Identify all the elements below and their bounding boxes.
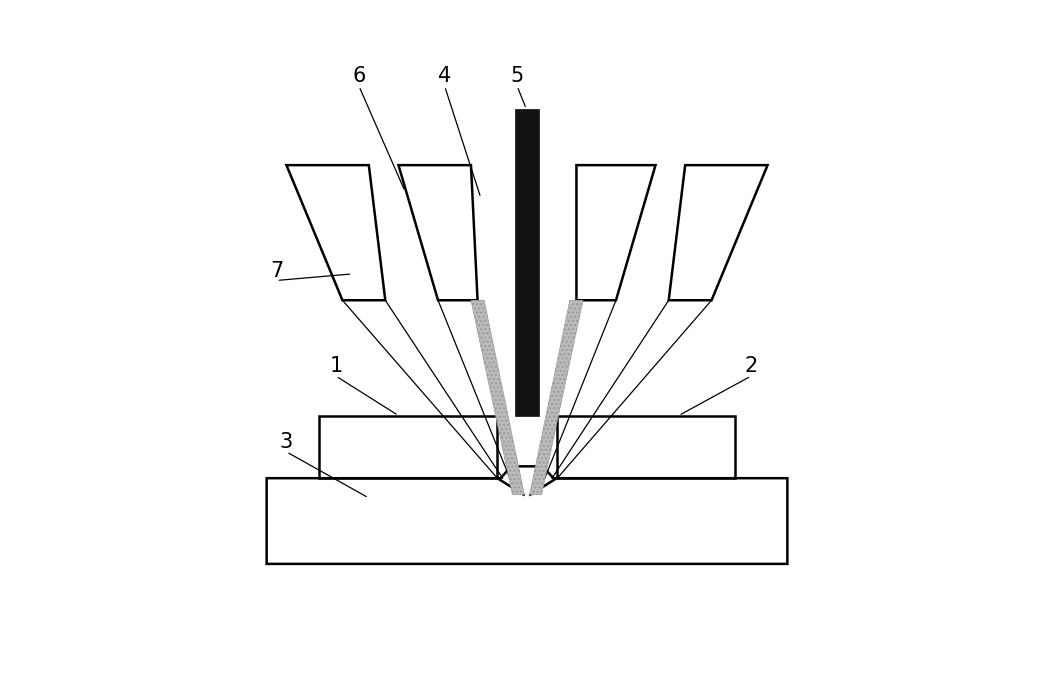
Polygon shape <box>515 109 539 416</box>
Text: 6: 6 <box>352 66 366 86</box>
Polygon shape <box>398 165 477 300</box>
Text: 7: 7 <box>270 260 284 281</box>
Polygon shape <box>267 466 787 564</box>
Polygon shape <box>471 300 524 495</box>
Text: 3: 3 <box>279 432 293 452</box>
Text: 1: 1 <box>329 356 343 376</box>
Polygon shape <box>577 165 656 300</box>
Polygon shape <box>557 416 735 479</box>
Polygon shape <box>668 165 767 300</box>
Text: 4: 4 <box>438 66 451 86</box>
Polygon shape <box>319 416 497 479</box>
Polygon shape <box>530 300 583 495</box>
Text: 5: 5 <box>510 66 524 86</box>
Polygon shape <box>287 165 386 300</box>
Text: 2: 2 <box>744 356 758 376</box>
